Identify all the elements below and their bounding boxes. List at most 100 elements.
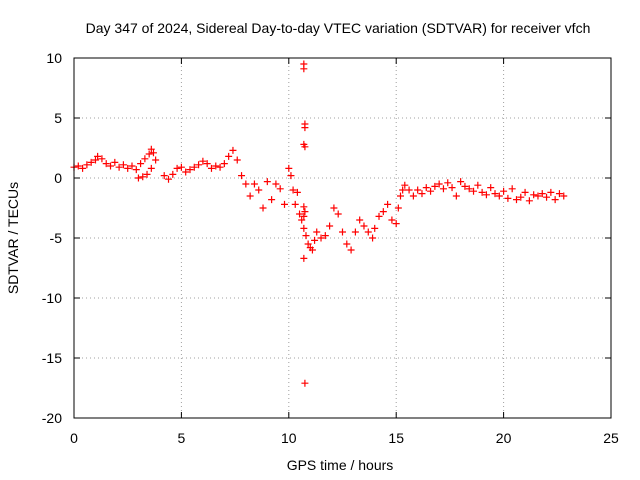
data-point [160, 172, 168, 180]
data-point [300, 254, 308, 262]
x-tick-labels: 0 5 10 15 20 25 [70, 430, 619, 446]
data-point [560, 192, 568, 200]
data-point [369, 234, 377, 242]
data-point [334, 210, 342, 218]
data-point [94, 152, 102, 160]
data-point [87, 158, 95, 166]
data-point [301, 379, 309, 387]
data-point [435, 180, 443, 188]
data-point [177, 163, 185, 171]
data-point [495, 192, 503, 200]
data-point [111, 158, 119, 166]
data-point [482, 191, 490, 199]
data-point [371, 224, 379, 232]
data-point [300, 212, 308, 220]
data-point [547, 188, 555, 196]
data-point [207, 164, 215, 172]
data-point [311, 236, 319, 244]
data-point [304, 240, 312, 248]
data-point [143, 170, 151, 178]
data-point [521, 188, 529, 196]
data-point [330, 204, 338, 212]
data-point [375, 212, 383, 220]
data-point [300, 203, 308, 211]
data-point [543, 193, 551, 201]
axis-ticks [73, 57, 612, 419]
data-point [394, 204, 402, 212]
data-point [225, 152, 233, 160]
data-point [478, 188, 486, 196]
data-point [301, 124, 309, 132]
data-point [555, 190, 563, 198]
data-point [195, 161, 203, 169]
data-point [242, 180, 250, 188]
data-point [182, 168, 190, 176]
x-tick-label: 15 [388, 430, 404, 446]
data-point [186, 166, 194, 174]
data-point [500, 187, 508, 195]
data-point [149, 149, 157, 157]
data-point [259, 204, 267, 212]
data-point [401, 181, 409, 189]
data-point [317, 234, 325, 242]
x-tick-label: 25 [603, 430, 619, 446]
data-point [448, 184, 456, 192]
data-point [399, 186, 407, 194]
data-point [538, 190, 546, 198]
data-point [152, 156, 160, 164]
data-point [343, 240, 351, 248]
data-point [212, 162, 220, 170]
data-point [301, 208, 309, 216]
data-point [300, 224, 308, 232]
data-point [364, 228, 372, 236]
x-axis-label: GPS time / hours [287, 457, 394, 473]
data-point [452, 192, 460, 200]
data-point [263, 178, 271, 186]
data-point [457, 178, 465, 186]
data-point [246, 192, 254, 200]
data-point [119, 161, 127, 169]
data-point [461, 182, 469, 190]
data-point [107, 162, 115, 170]
data-point [444, 179, 452, 187]
data-point [512, 196, 520, 204]
data-point [141, 155, 149, 163]
data-point [508, 185, 516, 193]
data-point [339, 228, 346, 236]
data-points [70, 60, 568, 387]
data-point [504, 194, 512, 202]
data-point [199, 157, 207, 165]
data-point [470, 187, 478, 195]
data-point [147, 145, 155, 153]
data-point [474, 181, 482, 189]
x-tick-label: 5 [178, 430, 186, 446]
data-point [517, 193, 525, 201]
data-point [405, 186, 413, 194]
data-point [418, 190, 426, 198]
data-point [439, 185, 447, 193]
data-point [268, 196, 276, 204]
data-point [145, 150, 153, 158]
data-point [530, 191, 538, 199]
data-point [250, 180, 258, 188]
data-point [216, 163, 224, 171]
data-point [169, 170, 177, 178]
data-point [134, 174, 142, 182]
y-tick-label: -5 [50, 230, 63, 246]
data-point [351, 228, 359, 236]
data-point [115, 163, 123, 171]
data-point [465, 185, 473, 193]
data-point [301, 143, 309, 151]
data-point [491, 190, 499, 198]
data-point [91, 156, 99, 164]
y-tick-label: -10 [42, 290, 62, 306]
y-axis-label: SDTVAR / TECUs [5, 182, 21, 294]
data-point [147, 164, 155, 172]
data-point [220, 160, 228, 168]
data-point [165, 175, 173, 183]
data-point [300, 65, 308, 73]
data-point [293, 188, 301, 196]
y-tick-labels: -20 -15 -10 -5 0 5 10 [42, 50, 62, 426]
data-point [313, 228, 321, 236]
